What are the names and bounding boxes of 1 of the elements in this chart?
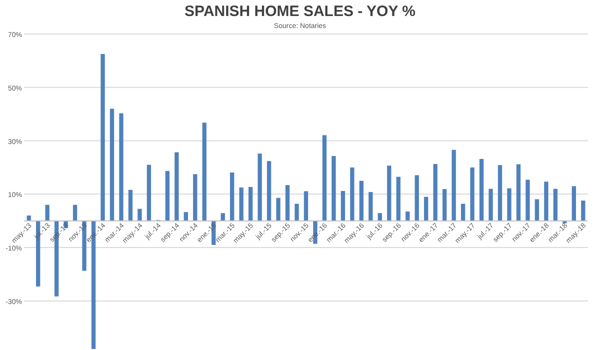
chart-title: SPANISH HOME SALES - YOY % xyxy=(184,3,416,20)
